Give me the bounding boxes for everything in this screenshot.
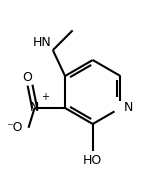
Text: +: +	[41, 92, 49, 102]
Text: ⁻O: ⁻O	[6, 121, 22, 134]
Text: HO: HO	[83, 154, 102, 167]
Text: N: N	[124, 102, 134, 114]
Text: O: O	[22, 71, 32, 84]
Text: HN: HN	[33, 36, 51, 49]
Text: N: N	[30, 102, 39, 114]
